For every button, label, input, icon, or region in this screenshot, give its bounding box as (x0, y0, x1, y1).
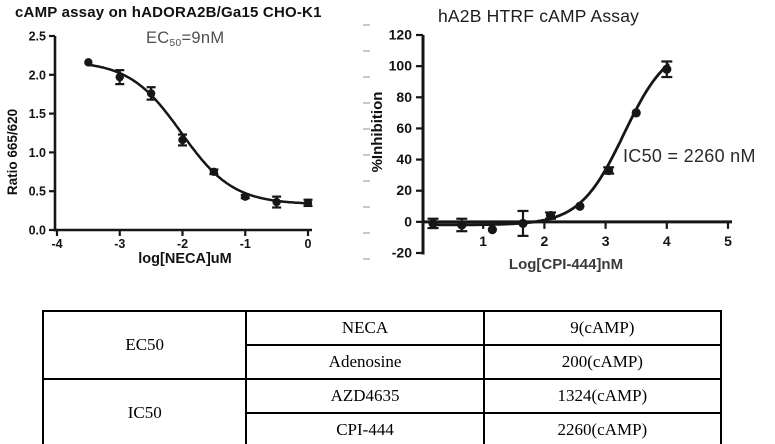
fit-curve (87, 63, 310, 205)
chart2-x-axis-label: Log[CPI-444]nM (508, 256, 624, 273)
data-point (146, 89, 156, 98)
table-row: CPI-444 2260(cAMP) (43, 412, 723, 444)
table-row: EC50 NECA 9(cAMP) (41, 310, 723, 380)
chart2-plot-area: -20 0 20 40 60 80 100 120 1 2 3 4 5 (389, 27, 732, 261)
y-tick-label: 80 (396, 89, 412, 105)
y-tick-label: 2.0 (29, 68, 46, 82)
table-value-cell: 1324(cAMP) (482, 378, 723, 414)
y-tick-label: 20 (396, 182, 412, 198)
x-tick-label: -2 (177, 237, 188, 251)
x-tick-label: 1 (479, 233, 487, 249)
data-point (545, 211, 556, 221)
x-tick-label: -4 (51, 237, 62, 251)
data-point (662, 64, 672, 74)
results-table: EC50 NECA 9(cAMP) Adenosine 200(cAMP) IC50 AZD… (41, 310, 723, 444)
data-point (303, 198, 313, 208)
table-value-cell: 2260(cAMP) (482, 412, 723, 444)
y-tick-label: 100 (389, 58, 413, 74)
y-tick-label: -20 (392, 245, 412, 261)
data-point (457, 220, 467, 230)
data-point (575, 201, 585, 211)
ghost-tick-marks (363, 24, 370, 262)
data-point (604, 165, 614, 176)
table-compound-cell: CPI-444 (245, 412, 485, 444)
y-tick-label: 0 (404, 213, 412, 229)
chart2-ic50-annotation: IC50 = 2260 nM (623, 146, 756, 166)
x-tick-label: -1 (240, 237, 251, 251)
data-point (115, 72, 124, 82)
data-point (428, 218, 438, 229)
y-tick-label: 60 (396, 120, 412, 136)
x-tick-label: 0 (305, 237, 312, 251)
chart-cpi444-dose-response: hA2B HTRF cAMP Assay IC50 = 2260 nM %Inh… (360, 0, 775, 300)
data-point (631, 108, 641, 118)
ec-subscript: 50 (169, 37, 182, 49)
data-point (178, 135, 187, 145)
y-tick-label: 1.0 (29, 146, 46, 160)
chart1-title: cAMP assay on hADORA2B/Ga15 CHO-K1 (15, 4, 322, 21)
y-tick-label: 0.5 (29, 185, 46, 199)
y-tick-label: 120 (389, 27, 413, 43)
data-point (84, 58, 93, 67)
table-compound-cell: Adenosine (245, 344, 485, 380)
chart1-ec50-annotation: EC50=9nM (146, 29, 224, 49)
chart1-plot-area: 0.0 0.5 1.0 1.5 2.0 2.5 -4 -3 -2 -1 0 (29, 30, 313, 251)
fit-curve (429, 63, 670, 227)
chart2-title: hA2B HTRF cAMP Assay (438, 6, 640, 26)
table-group-label: IC50 (41, 378, 248, 444)
x-tick-label: 4 (663, 233, 671, 249)
x-tick-label: 2 (541, 233, 549, 249)
table-row: Adenosine 200(cAMP) (43, 344, 723, 380)
ec-value: =9nM (181, 29, 225, 47)
data-point (487, 225, 497, 235)
table-value-cell: 9(cAMP) (482, 310, 723, 346)
data-point (518, 218, 528, 229)
chart-neca-dose-response: cAMP assay on hADORA2B/Ga15 CHO-K1 EC50=… (0, 0, 392, 300)
data-point (272, 197, 281, 207)
table-row: IC50 AZD4635 1324(cAMP) (41, 378, 723, 444)
table-compound-cell: AZD4635 (245, 378, 485, 414)
table-value-cell: 200(cAMP) (482, 344, 723, 380)
table-group-label: EC50 (41, 310, 248, 380)
chart1-x-axis-label: log[NECA]uM (138, 251, 232, 267)
y-tick-label: 40 (396, 151, 412, 167)
y-tick-label: 1.5 (29, 107, 46, 121)
ec-prefix: EC (146, 29, 170, 47)
data-point (241, 192, 250, 201)
x-tick-label: -3 (114, 237, 125, 251)
y-tick-label: 2.5 (29, 30, 46, 44)
x-tick-label: 5 (724, 233, 732, 249)
y-tick-label: 0.0 (29, 224, 46, 238)
x-tick-label: 3 (602, 233, 610, 249)
table-compound-cell: NECA (245, 310, 485, 346)
data-point (209, 167, 219, 176)
